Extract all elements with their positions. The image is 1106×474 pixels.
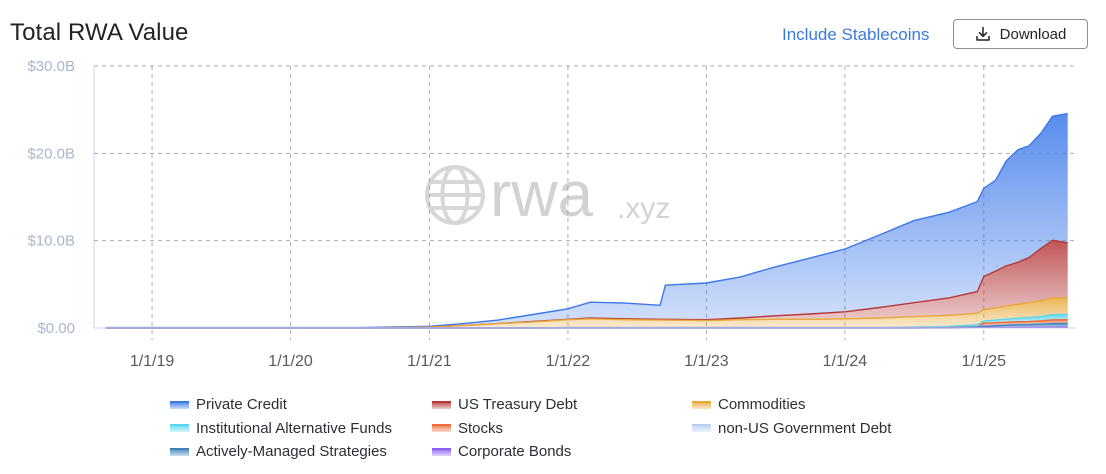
legend-item[interactable]: Corporate Bonds	[432, 443, 571, 460]
line-private-credit	[105, 112, 1068, 329]
watermark-text: rwa	[490, 158, 594, 230]
download-button[interactable]: Download	[953, 19, 1088, 49]
area-private-credit	[105, 113, 1068, 328]
download-icon	[975, 26, 990, 41]
x-tick-label: 1/1/20	[268, 353, 313, 370]
legend-item[interactable]: Actively-Managed Strategies	[170, 443, 387, 460]
legend-label: Commodities	[718, 396, 806, 413]
legend-label: non-US Government Debt	[718, 419, 892, 437]
legend-label: US Treasury Debt	[458, 396, 578, 413]
legend-label: Private Credit	[196, 396, 287, 413]
legend-label: Actively-Managed Strategies	[196, 443, 387, 460]
legend-swatch	[170, 447, 189, 456]
download-label: Download	[999, 25, 1067, 43]
y-tick-label: $10.0B	[27, 233, 75, 250]
globe-icon	[425, 165, 485, 225]
watermark: rwa .xyz	[425, 158, 670, 230]
y-tick-label: $0.00	[37, 320, 75, 337]
legend-item[interactable]: Stocks	[432, 420, 503, 437]
x-tick-label: 1/1/23	[684, 353, 729, 370]
legend-item[interactable]: US Treasury Debt	[432, 396, 577, 413]
legend-item[interactable]: Private Credit	[170, 396, 287, 413]
area-commodities	[105, 297, 1068, 328]
legend-swatch	[692, 424, 711, 432]
legend-swatch	[432, 447, 451, 456]
x-tick-label: 1/1/21	[407, 353, 452, 370]
legend-swatch	[170, 424, 189, 432]
x-tick-label: 1/1/19	[130, 353, 175, 370]
line-commodities	[105, 297, 1068, 329]
include-stablecoins-toggle[interactable]: Include Stablecoins	[782, 25, 930, 44]
legend-item[interactable]: Commodities	[692, 396, 806, 413]
watermark-suffix: .xyz	[617, 192, 670, 225]
y-tick-label: $30.0B	[27, 58, 75, 75]
legend-item[interactable]: non-US Government Debt	[692, 420, 891, 437]
rwa-area-chart: $0.00 $10.0B $20.0B $30.0B 1/1/19 1/1/20 1/1/2…	[27, 58, 1076, 370]
legend-swatch	[170, 400, 189, 409]
legend-swatch	[432, 424, 451, 432]
chart-title: Total RWA Value	[10, 19, 189, 46]
legend-label: Stocks	[458, 419, 504, 437]
x-tick-label: 1/1/25	[962, 353, 1007, 370]
legend-item[interactable]: Institutional Alternative Funds	[170, 420, 392, 437]
x-tick-label: 1/1/24	[823, 353, 868, 370]
legend-swatch	[692, 400, 711, 409]
legend-label: Corporate Bonds	[458, 443, 572, 460]
x-tick-label: 1/1/22	[546, 353, 591, 370]
y-tick-label: $20.0B	[27, 145, 75, 162]
legend-label: Institutional Alternative Funds	[196, 419, 392, 437]
legend-swatch	[432, 400, 451, 409]
